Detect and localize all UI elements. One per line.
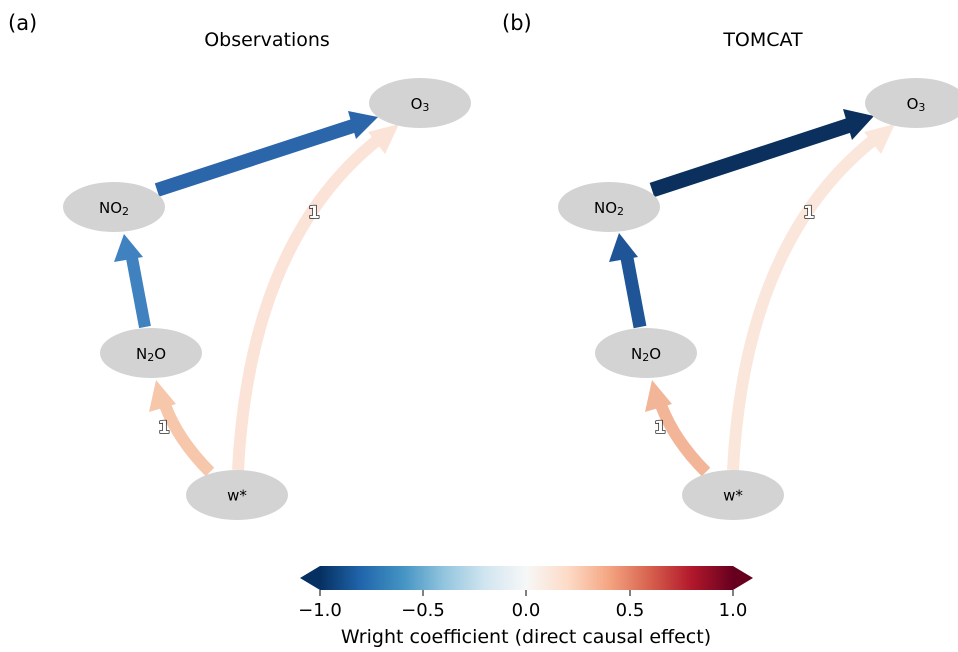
node-no2-label: NO <box>99 199 122 217</box>
colorbar-gradient <box>320 566 733 590</box>
colorbar-extend-left <box>300 566 320 590</box>
node-w-b: w* <box>682 470 784 520</box>
lag-label-w-o3: 1 <box>308 203 320 223</box>
node-o3-sub: 3 <box>422 101 429 114</box>
lag-label-w-n2o-b: 1 <box>654 418 666 438</box>
node-no2: NO2 <box>63 182 165 232</box>
node-o3-label: O <box>411 95 423 113</box>
edge-no2-to-o3-b <box>649 117 853 198</box>
colorbar-tick-label: 0.0 <box>512 600 541 621</box>
colorbar-tick-label: −0.5 <box>401 600 445 621</box>
svg-text:O3: O3 <box>907 95 926 115</box>
edge-w-to-n2o <box>159 402 215 477</box>
edge-n2o-to-no2 <box>126 256 151 329</box>
panel-a-title: Observations <box>204 29 330 51</box>
lag-label-w-o3-b: 1 <box>803 203 815 223</box>
panel-b-edges: 1 1 <box>609 109 895 477</box>
svg-text:NO2: NO2 <box>594 199 624 219</box>
svg-text:N2O: N2O <box>631 345 661 365</box>
node-o3: O3 <box>369 78 471 128</box>
colorbar-ticks <box>319 590 734 596</box>
panel-a-edges: 1 1 <box>114 111 399 477</box>
edge-w-to-n2o-b-arrowhead <box>645 380 672 412</box>
node-n2o-label: N <box>136 345 147 363</box>
colorbar-tick-label: −1.0 <box>298 600 342 621</box>
node-w: w* <box>186 470 288 520</box>
edge-no2-to-o3-b-arrowhead <box>843 109 874 140</box>
edge-no2-to-o3 <box>154 118 359 197</box>
edge-w-to-o3 <box>232 133 384 471</box>
colorbar-tick-label: 1.0 <box>719 600 748 621</box>
panel-b: (b) TOMCAT 1 1 O3 NO2 <box>502 11 958 520</box>
panel-a: (a) Observations 1 1 O3 NO2 <box>8 11 471 520</box>
edge-n2o-to-no2-arrowhead <box>114 234 143 262</box>
colorbar-tick-label: 0.5 <box>616 600 645 621</box>
node-w-label: w* <box>227 487 247 505</box>
edge-w-to-n2o-arrowhead <box>149 380 176 412</box>
node-o3-b: O3 <box>865 78 958 128</box>
edge-n2o-to-no2-b <box>620 256 647 329</box>
node-n2o-sub: 2 <box>147 351 154 364</box>
node-no2-b: NO2 <box>558 182 660 232</box>
edge-w-to-o3-arrowhead <box>368 124 399 154</box>
svg-text:NO2: NO2 <box>99 199 129 219</box>
panel-b-tag: (b) <box>502 11 532 35</box>
lag-label-w-n2o: 1 <box>158 418 170 438</box>
edge-w-to-o3-b-arrowhead <box>864 124 895 154</box>
edge-w-to-o3-b <box>727 133 880 471</box>
node-n2o-b-sub: 2 <box>642 351 649 364</box>
node-n2o-b-suffix: O <box>649 345 661 363</box>
colorbar-extend-right <box>733 566 753 590</box>
node-n2o-suffix: O <box>154 345 166 363</box>
edge-n2o-to-no2-b-arrowhead <box>609 233 638 262</box>
panel-b-title: TOMCAT <box>722 29 803 51</box>
panel-a-tag: (a) <box>8 11 37 35</box>
edge-w-to-n2o-b <box>655 402 711 477</box>
node-o3-b-sub: 3 <box>918 101 925 114</box>
node-n2o-b: N2O <box>595 328 697 378</box>
node-no2-sub: 2 <box>122 205 129 218</box>
node-n2o-b-label: N <box>631 345 642 363</box>
colorbar-label: Wright coefficient (direct causal effect… <box>341 626 711 648</box>
node-o3-b-label: O <box>907 95 919 113</box>
svg-text:O3: O3 <box>411 95 430 115</box>
colorbar: −1.0 −0.5 0.0 0.5 1.0 Wright coefficient… <box>298 566 753 648</box>
node-n2o: N2O <box>100 328 202 378</box>
svg-text:N2O: N2O <box>136 345 166 365</box>
node-w-b-label: w* <box>723 487 743 505</box>
edge-no2-to-o3-arrowhead <box>348 111 378 139</box>
node-no2-b-sub: 2 <box>617 205 624 218</box>
node-no2-b-label: NO <box>594 199 617 217</box>
